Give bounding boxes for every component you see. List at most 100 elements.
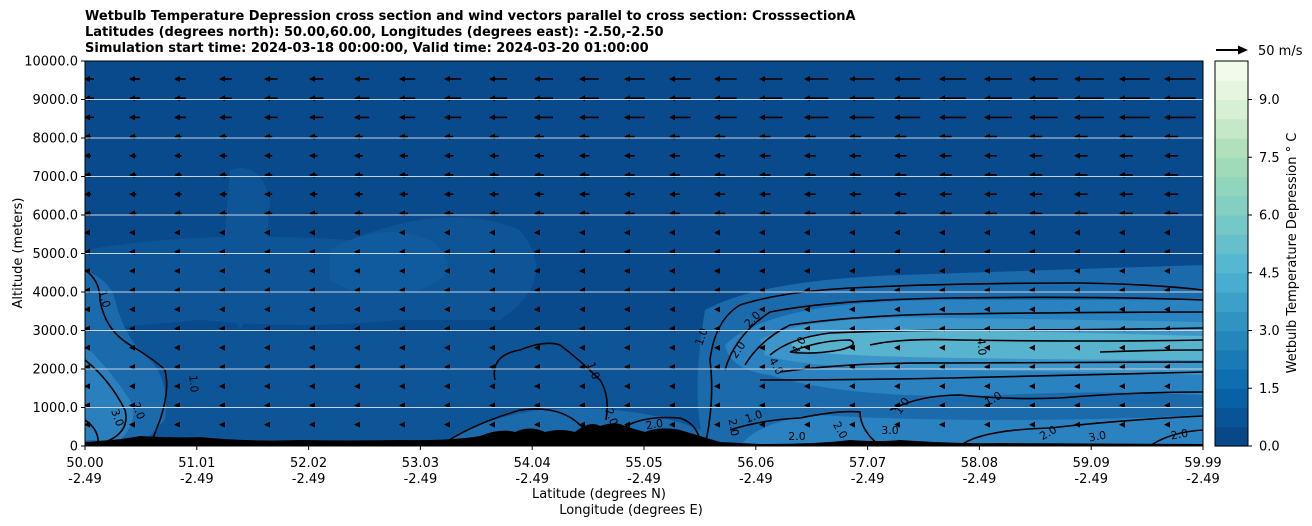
x-tick-label-lon: -2.49 [68,472,102,487]
contour-label: 1.0 [693,326,711,347]
wind-vector [579,421,585,428]
contour-label: 4.0 [974,337,988,356]
y-tick-label: 3000.0 [33,324,79,339]
wind-vector [759,114,783,121]
contour-line [493,342,608,421]
wind-vector [129,268,135,274]
contour-line [959,415,1203,446]
contour-line [789,339,855,354]
wind-vector [1119,152,1133,159]
wind-vector [984,114,1012,121]
wind-vector [669,421,675,428]
colorbar-level [1215,369,1248,389]
wind-vector [984,152,997,159]
wind-vector [939,402,945,409]
wind-vector [849,152,862,159]
contour-line [704,282,1203,446]
colorbar-tick-label: 9.0 [1259,93,1280,108]
wind-vector [1074,229,1080,236]
wind-vector [759,76,783,82]
wind-vector [399,383,405,390]
wind-vector [444,268,450,274]
wind-vector [1074,76,1104,82]
wind-vector [714,76,737,82]
wind-vector [1074,114,1104,121]
wind-vector [894,268,900,274]
wind-vector [354,152,363,159]
wind-vector [489,191,499,198]
contour-line [724,296,1203,371]
wind-vector [354,402,360,409]
wind-vector [579,76,599,82]
wind-vector [714,152,726,159]
wind-vector [759,191,771,198]
wind-vector [85,383,90,390]
y-tick-label: 2000.0 [33,363,79,378]
wind-vector [714,383,720,390]
colorbar-label: Wetbulb Temperature Depression ° C [1285,133,1300,374]
colorbar-level [1215,195,1248,216]
contour-label: 3.0 [108,407,126,428]
wind-vector [219,229,225,236]
wind-vector [579,152,590,159]
wind-vector [1029,229,1035,236]
contour-line [85,359,127,446]
wind-vector [939,344,945,351]
wind-vector [804,76,829,82]
contour-label: 2.0 [645,417,664,433]
x-tick-label-lon: -2.49 [1074,472,1108,487]
wind-vector [624,152,635,159]
wind-vector [804,306,810,313]
terrain [85,423,1203,446]
colorbar-tick-label: 7.5 [1259,151,1280,166]
wind-vector [849,421,855,428]
wind-vector [894,229,900,236]
colorbar-level [1215,272,1248,293]
wind-vector [579,229,585,236]
wind-vector [624,421,630,428]
wind-vector [489,76,508,82]
wind-vector [804,344,810,351]
wind-vector [129,306,135,313]
contour-label: 1.0 [584,360,602,381]
wind-vector [309,421,315,428]
wind-vector [894,114,921,121]
wind-vector [669,76,691,82]
wind-vector [804,268,810,274]
wind-vector [984,383,990,390]
contour-line [729,410,881,446]
wind-vector [129,114,140,121]
wind-vector [354,191,363,198]
wind-vector [264,402,270,409]
wind-vector [894,191,907,198]
wind-vector [309,344,315,351]
wind-vector [399,191,409,198]
contour-line [779,361,1203,373]
wind-vector [624,402,630,409]
colorbar-level [1215,330,1248,351]
x-tick-label-lon: -2.49 [515,472,549,487]
x-tick-label-lon: -2.49 [404,472,438,487]
wind-vector [129,191,137,198]
contour-line [869,338,1203,346]
wind-vector [624,383,630,390]
colorbar-tick-label: 6.0 [1259,209,1280,224]
wind-vector [354,229,360,236]
x-axis: 50.00-2.4951.01-2.4952.02-2.4953.03-2.49… [66,446,1222,487]
wind-vector [444,191,454,198]
y-axis: 0 1000.0 2000.0 3000.0 4000.0 5000.0 6000.0 700… [24,55,85,455]
wind-vector [174,344,180,351]
wind-vector [219,383,225,390]
wind-vector [85,306,90,313]
wind-vector [1164,268,1170,274]
wind-vector [174,268,180,274]
wind-vector [984,402,990,409]
wind-vector [444,344,450,351]
wind-vector [1119,76,1150,82]
wind-vector [624,229,630,236]
wind-vector [1029,402,1035,409]
y-tick-label: 10000.0 [24,55,78,70]
wind-vector [939,76,967,82]
wind-vector [534,191,544,198]
wind-vector [894,421,900,428]
